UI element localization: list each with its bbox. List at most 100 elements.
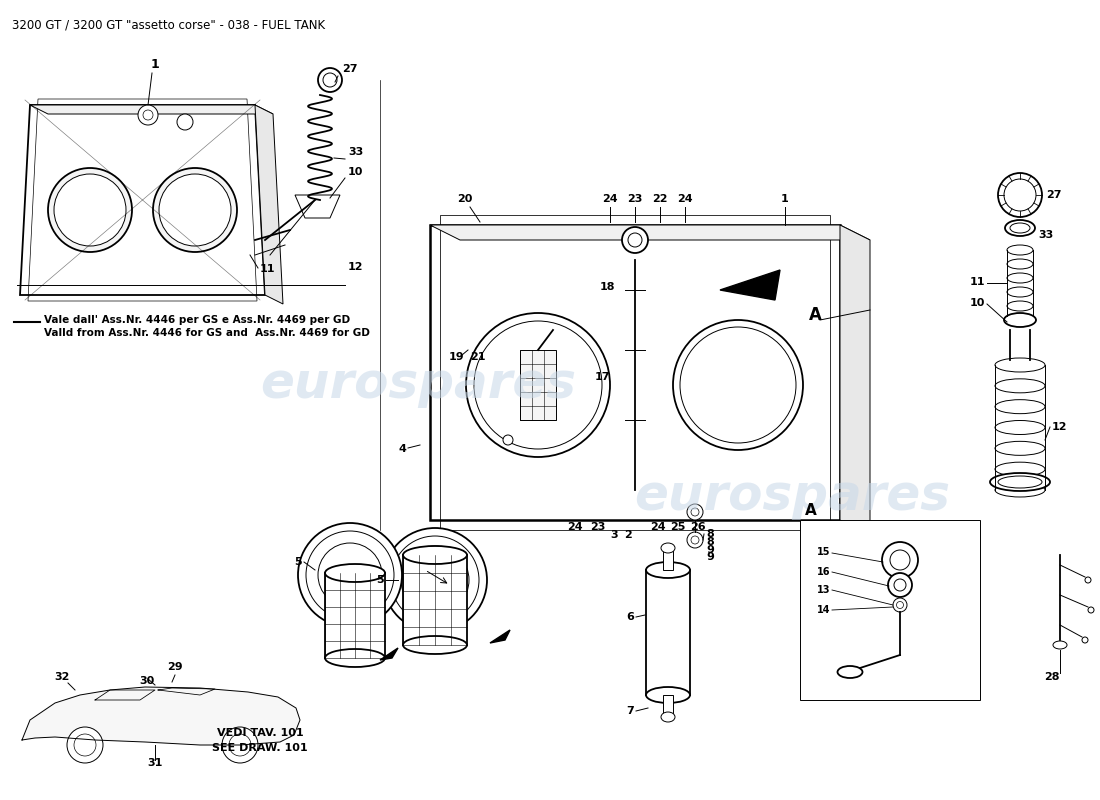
Text: 25: 25 <box>670 522 685 532</box>
Circle shape <box>691 536 698 544</box>
Text: 18: 18 <box>600 282 615 292</box>
Circle shape <box>143 110 153 120</box>
Text: eurospares: eurospares <box>260 360 576 408</box>
Text: 19: 19 <box>448 352 464 362</box>
Text: 28: 28 <box>1044 672 1059 682</box>
Bar <box>403 555 467 645</box>
Text: 23: 23 <box>627 194 642 204</box>
Circle shape <box>1088 607 1094 613</box>
Circle shape <box>673 320 803 450</box>
Circle shape <box>893 598 907 612</box>
Text: 33: 33 <box>348 147 363 157</box>
Text: 6: 6 <box>626 612 634 622</box>
Text: 15: 15 <box>816 547 831 557</box>
Circle shape <box>323 73 337 87</box>
Text: 3: 3 <box>610 530 618 540</box>
Text: 12: 12 <box>1052 422 1067 432</box>
Circle shape <box>503 435 513 445</box>
Circle shape <box>138 105 158 125</box>
Text: 5: 5 <box>294 557 301 567</box>
Bar <box>520 350 556 420</box>
Polygon shape <box>20 105 265 295</box>
Ellipse shape <box>646 562 690 578</box>
Ellipse shape <box>1010 223 1030 233</box>
Text: 8: 8 <box>706 537 714 547</box>
Circle shape <box>402 546 469 614</box>
Text: 10: 10 <box>969 298 984 308</box>
Circle shape <box>888 573 912 597</box>
Ellipse shape <box>1005 220 1035 236</box>
Text: 9: 9 <box>706 545 714 555</box>
Text: A: A <box>805 503 816 518</box>
Circle shape <box>177 114 192 130</box>
Text: 22: 22 <box>652 194 668 204</box>
Text: Valld from Ass.Nr. 4446 for GS and  Ass.Nr. 4469 for GD: Valld from Ass.Nr. 4446 for GS and Ass.N… <box>44 328 370 338</box>
Text: 24: 24 <box>602 194 618 204</box>
Text: 31: 31 <box>147 758 163 768</box>
Ellipse shape <box>661 712 675 722</box>
Text: 7: 7 <box>626 706 634 716</box>
Text: eurospares: eurospares <box>634 472 950 520</box>
Bar <box>663 548 673 570</box>
Circle shape <box>318 543 382 607</box>
Text: 23: 23 <box>591 522 606 532</box>
Bar <box>646 570 690 695</box>
Circle shape <box>890 550 910 570</box>
Circle shape <box>54 174 126 246</box>
Text: 1: 1 <box>781 194 789 204</box>
Text: 30: 30 <box>140 676 155 686</box>
Text: 20: 20 <box>458 194 473 204</box>
Circle shape <box>74 734 96 756</box>
Text: 32: 32 <box>54 672 69 682</box>
Text: 8: 8 <box>706 529 714 539</box>
Text: 27: 27 <box>1046 190 1062 200</box>
Circle shape <box>1085 577 1091 583</box>
Circle shape <box>688 532 703 548</box>
Text: 9: 9 <box>706 552 714 562</box>
Polygon shape <box>30 105 273 114</box>
Circle shape <box>67 727 103 763</box>
Text: 24: 24 <box>650 522 666 532</box>
Polygon shape <box>22 687 300 745</box>
Ellipse shape <box>1053 641 1067 649</box>
Ellipse shape <box>837 666 862 678</box>
Circle shape <box>318 68 342 92</box>
Text: 10: 10 <box>348 167 363 177</box>
Polygon shape <box>840 225 870 535</box>
Bar <box>663 695 673 717</box>
Circle shape <box>298 523 402 627</box>
Text: Vale dall' Ass.Nr. 4446 per GS e Ass.Nr. 4469 per GD: Vale dall' Ass.Nr. 4446 per GS e Ass.Nr.… <box>44 315 350 325</box>
Text: 11: 11 <box>969 277 984 287</box>
Circle shape <box>628 233 642 247</box>
Ellipse shape <box>324 649 385 667</box>
Text: A: A <box>808 306 822 324</box>
Circle shape <box>153 168 236 252</box>
Text: 12: 12 <box>348 262 363 272</box>
Ellipse shape <box>998 476 1042 488</box>
Circle shape <box>160 174 231 246</box>
Text: 1: 1 <box>151 58 160 71</box>
Circle shape <box>229 734 251 756</box>
Polygon shape <box>255 105 283 304</box>
Polygon shape <box>430 225 840 520</box>
Text: 13: 13 <box>816 585 831 595</box>
Text: 33: 33 <box>1038 230 1054 240</box>
Circle shape <box>882 542 918 578</box>
Text: 5: 5 <box>376 575 384 585</box>
Circle shape <box>383 528 487 632</box>
Circle shape <box>466 313 610 457</box>
Text: 3200 GT / 3200 GT "assetto corse" - 038 - FUEL TANK: 3200 GT / 3200 GT "assetto corse" - 038 … <box>12 18 326 31</box>
Polygon shape <box>490 630 510 643</box>
Circle shape <box>48 168 132 252</box>
Text: 14: 14 <box>816 605 831 615</box>
Text: 26: 26 <box>690 522 706 532</box>
Ellipse shape <box>403 546 467 564</box>
Circle shape <box>691 508 698 516</box>
Text: 2: 2 <box>624 530 631 540</box>
Circle shape <box>621 227 648 253</box>
Circle shape <box>998 173 1042 217</box>
Circle shape <box>688 504 703 520</box>
Text: 24: 24 <box>568 522 583 532</box>
Circle shape <box>222 727 258 763</box>
Text: SEE DRAW. 101: SEE DRAW. 101 <box>212 743 308 753</box>
